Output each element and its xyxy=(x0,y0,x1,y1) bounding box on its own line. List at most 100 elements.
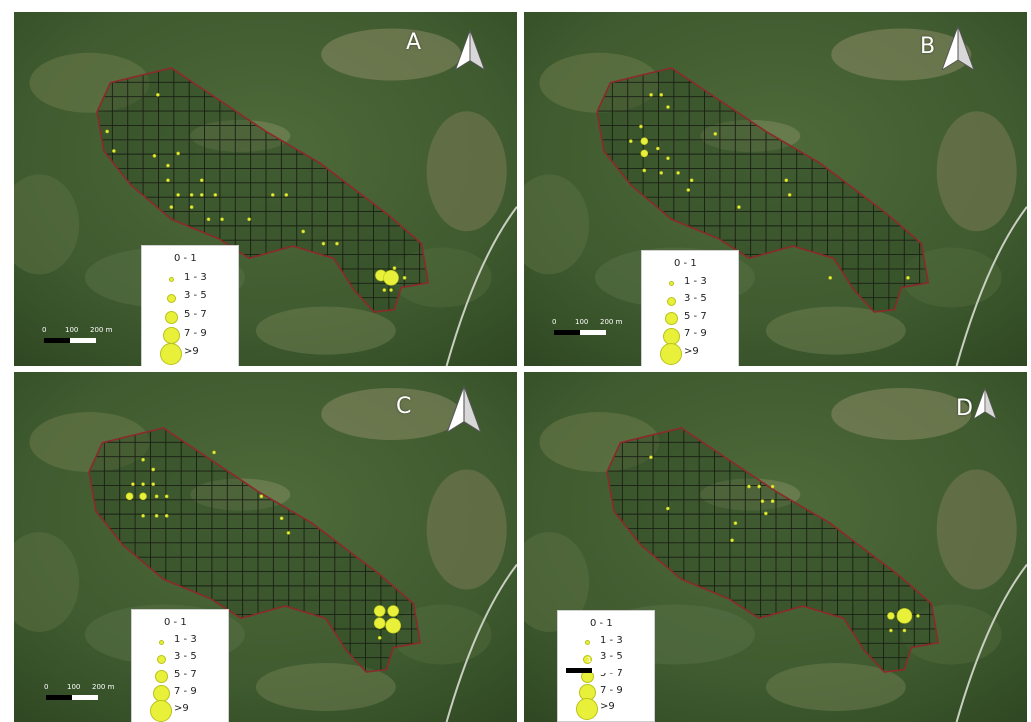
abundance-point xyxy=(629,139,633,143)
abundance-point xyxy=(383,270,399,286)
road-line xyxy=(955,206,1027,366)
legend: 0 - 1 1 - 3 3 - 5 5 - 7 7 - 9 >9 xyxy=(641,250,739,366)
abundance-point xyxy=(784,178,789,183)
road-line xyxy=(445,206,517,366)
abundance-point xyxy=(199,178,204,183)
legend-label: 7 - 9 xyxy=(174,685,197,697)
terrain-patch xyxy=(524,174,590,275)
abundance-point xyxy=(286,531,291,535)
legend-symbol-icon xyxy=(666,296,676,306)
legend-symbol-icon xyxy=(166,293,176,303)
scale-bar-segment xyxy=(44,338,70,343)
abundance-point xyxy=(770,484,775,489)
legend-label: 3 - 5 xyxy=(684,293,707,304)
scale-tick-label: 200 m xyxy=(600,318,623,326)
legend-symbol-icon xyxy=(164,310,178,324)
abundance-point xyxy=(189,205,194,209)
abundance-point xyxy=(896,608,913,624)
legend-symbol-icon xyxy=(156,654,166,664)
abundance-point xyxy=(666,105,670,109)
abundance-point xyxy=(828,276,833,280)
abundance-point xyxy=(131,482,135,486)
abundance-point xyxy=(649,93,653,97)
abundance-point xyxy=(154,514,159,518)
study-area-boundary xyxy=(96,67,430,313)
terrain-patch xyxy=(426,469,507,590)
terrain-patch xyxy=(14,174,80,275)
legend-label: 7 - 9 xyxy=(600,684,623,696)
abundance-point xyxy=(164,514,169,518)
map-panel-d: D 0 - 1 1 - 3 3 - 5 5 - 7 7 - 9 >9 0 100 200 m xyxy=(524,372,1027,722)
abundance-point xyxy=(916,614,920,618)
abundance-point xyxy=(270,193,275,197)
road-line xyxy=(955,563,1027,722)
terrain-patch xyxy=(14,532,80,632)
scale-bar-segment xyxy=(72,695,98,700)
terrain-patch xyxy=(765,306,906,355)
abundance-point xyxy=(389,288,393,292)
scale-tick-label: 100 xyxy=(575,318,589,326)
abundance-point xyxy=(906,276,910,280)
abundance-point xyxy=(689,178,694,183)
abundance-point xyxy=(164,494,169,499)
abundance-point xyxy=(686,188,691,192)
legend-symbol-icon xyxy=(662,327,680,345)
abundance-point xyxy=(213,193,218,197)
terrain-patch xyxy=(539,52,660,113)
abundance-point xyxy=(212,450,216,455)
terrain-patch xyxy=(321,28,462,81)
scale-bar: 0 100 200 m xyxy=(44,683,156,707)
legend-label: 7 - 9 xyxy=(684,328,707,339)
scale-tick-label: 100 xyxy=(587,656,601,664)
legend-label: 1 - 3 xyxy=(600,634,623,646)
satellite-map xyxy=(524,12,1027,366)
abundance-point xyxy=(639,124,643,129)
abundance-point xyxy=(105,129,109,134)
study-area-fill xyxy=(607,428,939,672)
scale-tick-label: 200 m xyxy=(90,326,113,334)
legend-label: 5 - 7 xyxy=(184,309,207,320)
legend-label: 5 - 7 xyxy=(174,668,197,680)
legend-symbol-icon xyxy=(582,654,592,664)
legend-item: 3 - 5 xyxy=(142,289,238,307)
terrain-patch xyxy=(831,388,972,440)
scale-bar-segment xyxy=(554,330,580,335)
panel-letter: A xyxy=(406,30,422,55)
abundance-point xyxy=(889,628,893,633)
study-area-fill xyxy=(89,428,421,672)
abundance-point xyxy=(659,171,664,175)
legend-item: 1 - 3 xyxy=(558,634,654,652)
legend-item: 5 - 7 xyxy=(142,308,238,326)
scale-bar: 0 100 200 m xyxy=(552,318,664,342)
legend-symbol-icon xyxy=(158,639,164,645)
abundance-point xyxy=(220,217,224,222)
study-area-boundary xyxy=(88,427,422,673)
abundance-point xyxy=(787,193,792,197)
legend-label: 1 - 3 xyxy=(684,275,707,287)
legend-label: 0 - 1 xyxy=(164,617,187,628)
scale-bar-segment xyxy=(46,695,72,700)
scale-bar-segment xyxy=(566,668,592,673)
map-panel-c: C 0 - 1 1 - 3 3 - 5 5 - 7 7 - 9 >9 0 100 200 m xyxy=(14,372,517,722)
terrain-patch xyxy=(765,663,906,711)
legend-item: >9 xyxy=(558,698,654,721)
abundance-point xyxy=(112,149,116,153)
abundance-point xyxy=(176,151,180,156)
scale-bar: 0 100 200 m xyxy=(42,326,154,350)
scale-tick-label: 0 xyxy=(42,326,47,334)
scale-tick-label: 100 xyxy=(67,683,81,691)
abundance-point xyxy=(141,514,145,518)
scale-bar: 0 100 200 m xyxy=(564,656,676,680)
legend-item: 3 - 5 xyxy=(132,650,228,668)
abundance-point xyxy=(392,266,397,270)
abundance-point xyxy=(141,482,145,486)
north-arrow-icon xyxy=(973,388,997,419)
abundance-point xyxy=(206,217,211,222)
abundance-point xyxy=(125,492,134,501)
legend-label: 1 - 3 xyxy=(174,634,197,646)
terrain-patch xyxy=(936,469,1017,590)
scale-bar-segment xyxy=(70,338,96,343)
study-area-fill xyxy=(597,68,929,312)
scale-bar-segment xyxy=(580,330,606,335)
